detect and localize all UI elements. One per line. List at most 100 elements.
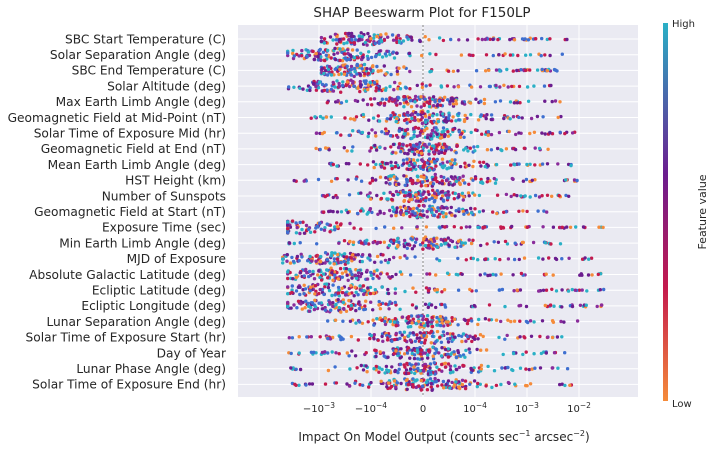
swarm-point — [456, 350, 461, 355]
swarm-point — [499, 272, 503, 276]
swarm-point — [528, 319, 533, 323]
swarm-point — [456, 288, 461, 292]
swarm-point — [297, 351, 301, 355]
swarm-point — [345, 149, 349, 153]
swarm-point — [412, 353, 417, 357]
swarm-point — [521, 209, 525, 213]
swarm-point — [298, 86, 302, 91]
swarm-point — [444, 382, 448, 387]
swarm-point — [438, 226, 442, 230]
feature-label: Day of Year — [157, 346, 227, 360]
swarm-point — [523, 37, 527, 41]
swarm-point — [519, 194, 523, 198]
swarm-point — [451, 99, 455, 103]
swarm-point — [289, 351, 293, 356]
swarm-point — [399, 381, 403, 386]
swarm-point — [461, 198, 465, 202]
swarm-point — [392, 379, 397, 383]
swarm-point — [560, 52, 564, 56]
swarm-point — [355, 72, 359, 76]
swarm-point — [357, 37, 361, 42]
swarm-point — [449, 205, 453, 210]
swarm-point — [320, 66, 325, 71]
swarm-point — [357, 300, 361, 304]
swarm-point — [460, 339, 464, 344]
feature-label: HST Height (km) — [125, 174, 226, 188]
swarm-point — [384, 97, 388, 102]
swarm-point — [418, 133, 422, 137]
swarm-point — [395, 72, 400, 76]
swarm-point — [290, 290, 294, 295]
swarm-point — [337, 352, 341, 356]
swarm-point — [339, 337, 343, 342]
swarm-point — [323, 251, 328, 255]
swarm-point — [398, 356, 402, 360]
swarm-point — [286, 53, 290, 58]
swarm-point — [318, 260, 323, 264]
swarm-point — [392, 351, 396, 356]
swarm-point — [495, 193, 500, 197]
swarm-point — [545, 193, 550, 197]
swarm-point — [545, 37, 549, 42]
swarm-point — [325, 73, 330, 77]
swarm-point — [463, 355, 467, 359]
swarm-point — [457, 365, 462, 370]
swarm-point — [541, 288, 546, 292]
swarm-point — [408, 207, 412, 211]
swarm-point — [410, 348, 414, 352]
swarm-point — [459, 244, 463, 248]
swarm-point — [446, 130, 450, 134]
swarm-point — [406, 152, 410, 156]
swarm-point — [421, 247, 425, 251]
swarm-point — [502, 210, 506, 214]
swarm-point — [533, 146, 537, 150]
swarm-point — [427, 104, 432, 109]
swarm-point — [298, 220, 302, 225]
swarm-point — [523, 194, 527, 198]
swarm-point — [476, 225, 480, 230]
swarm-point — [520, 37, 525, 41]
swarm-point — [312, 82, 316, 86]
swarm-point — [422, 175, 426, 180]
swarm-point — [580, 257, 585, 261]
swarm-point — [551, 320, 556, 324]
swarm-point — [548, 303, 553, 307]
swarm-point — [347, 84, 352, 89]
swarm-point — [433, 379, 437, 384]
swarm-point — [384, 302, 388, 306]
swarm-point — [539, 351, 544, 356]
swarm-point — [290, 336, 295, 340]
swarm-point — [375, 34, 379, 39]
swarm-point — [473, 193, 477, 197]
swarm-point — [374, 178, 378, 182]
swarm-point — [351, 81, 355, 85]
swarm-point — [509, 194, 513, 199]
swarm-point — [427, 240, 431, 244]
swarm-point — [346, 278, 350, 282]
swarm-point — [398, 336, 402, 341]
swarm-point — [313, 115, 317, 119]
swarm-point — [405, 121, 409, 125]
swarm-point — [403, 128, 408, 133]
swarm-point — [443, 347, 448, 352]
swarm-point — [420, 82, 424, 86]
swarm-point — [546, 147, 550, 151]
swarm-point — [337, 84, 342, 88]
swarm-point — [328, 209, 333, 213]
swarm-point — [477, 193, 482, 198]
swarm-point — [450, 316, 454, 320]
swarm-point — [448, 371, 453, 375]
swarm-point — [416, 315, 420, 319]
swarm-point — [307, 269, 312, 274]
swarm-point — [415, 83, 419, 88]
swarm-21 — [289, 361, 570, 377]
swarm-point — [312, 307, 317, 312]
swarm-point — [441, 330, 446, 334]
swarm-point — [374, 226, 378, 231]
swarm-point — [451, 332, 455, 336]
swarm-point — [286, 270, 290, 274]
swarm-point — [597, 225, 601, 229]
swarm-point — [434, 52, 438, 57]
swarm-point — [390, 197, 394, 202]
swarm-point — [386, 355, 390, 359]
